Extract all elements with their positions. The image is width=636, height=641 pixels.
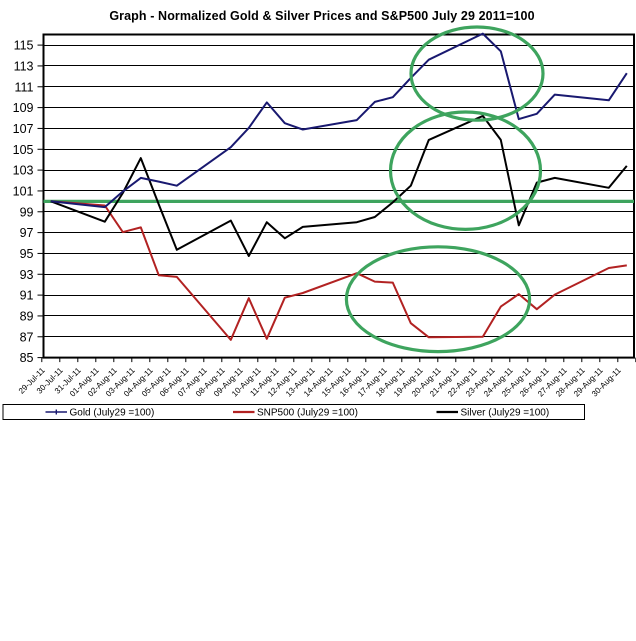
svg-text:105: 105 (13, 143, 34, 157)
svg-text:85: 85 (20, 351, 34, 365)
svg-text:115: 115 (14, 39, 34, 53)
svg-text:103: 103 (13, 164, 34, 178)
svg-text:91: 91 (20, 289, 34, 303)
svg-text:Gold (July29 =100): Gold (July29 =100) (70, 408, 155, 419)
svg-text:SNP500 (July29 =100): SNP500 (July29 =100) (257, 408, 358, 419)
svg-text:111: 111 (14, 80, 33, 94)
svg-text:107: 107 (13, 122, 34, 136)
svg-text:99: 99 (20, 205, 34, 219)
svg-text:89: 89 (20, 310, 34, 324)
svg-text:113: 113 (14, 60, 34, 74)
svg-text:109: 109 (13, 101, 34, 115)
svg-text:101: 101 (13, 185, 34, 199)
svg-text:95: 95 (20, 247, 34, 261)
svg-text:93: 93 (20, 268, 34, 282)
svg-text:Silver (July29 =100): Silver (July29 =100) (461, 408, 550, 419)
svg-text:Graph - Normalized Gold & Silv: Graph - Normalized Gold & Silver Prices … (109, 9, 534, 23)
svg-text:97: 97 (20, 226, 34, 240)
svg-text:87: 87 (20, 330, 34, 344)
